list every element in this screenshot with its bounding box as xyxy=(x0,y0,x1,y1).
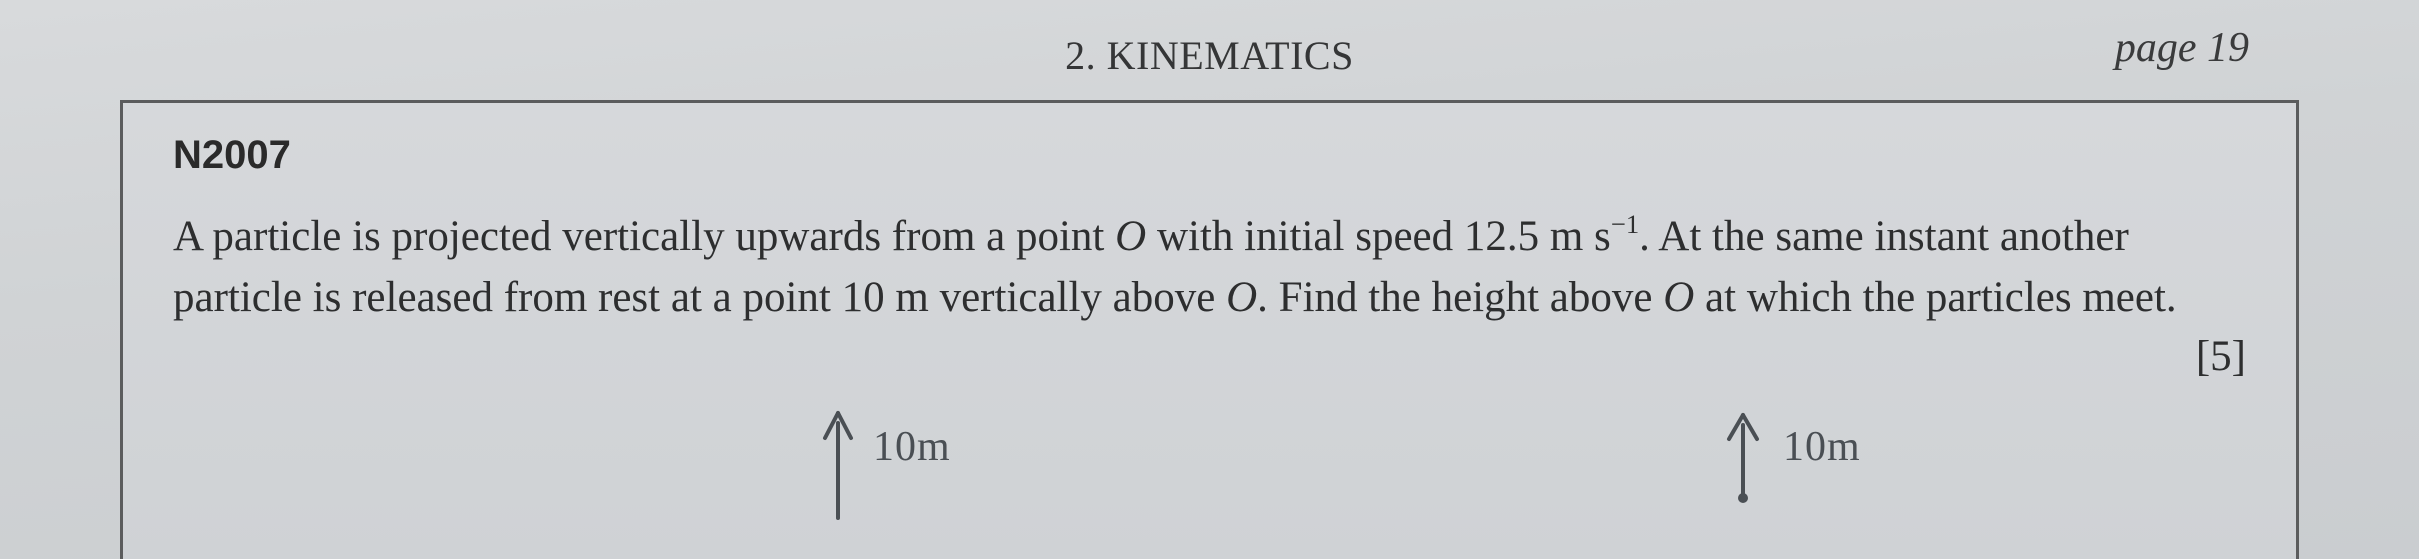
body-text-2b: . Find the height above xyxy=(1257,274,1652,321)
body-text-1b: with initial speed 12.5 m s xyxy=(1146,213,1611,260)
hand-arrow-up-2 xyxy=(1713,403,1773,503)
question-box: N2007 A particle is projected vertically… xyxy=(120,100,2299,559)
body-text-1: A particle is projected vertically upwar… xyxy=(173,213,1115,260)
unit-exponent: −1 xyxy=(1611,209,1639,239)
hand-note-1: 10m xyxy=(873,423,951,471)
body-text-3b: at which the particles meet. xyxy=(1694,274,2176,321)
section-title: 2. KINEMATICS xyxy=(1065,32,1354,79)
question-body: A particle is projected vertically upwar… xyxy=(173,206,2246,328)
page-number: page 19 xyxy=(2115,24,2249,72)
page-scan: 2. KINEMATICS page 19 N2007 A particle i… xyxy=(0,0,2419,559)
point-o-2: O xyxy=(1226,274,1257,321)
point-o-1: O xyxy=(1115,213,1146,260)
body-text-1c: . At the same xyxy=(1639,213,1864,260)
hand-arrow-up-1 xyxy=(813,403,863,523)
question-code: N2007 xyxy=(173,133,2246,178)
header-row: 2. KINEMATICS page 19 xyxy=(0,32,2419,92)
marks-label: [5] xyxy=(2196,326,2246,387)
hand-note-2: 10m xyxy=(1783,423,1861,471)
point-o-3: O xyxy=(1663,274,1694,321)
